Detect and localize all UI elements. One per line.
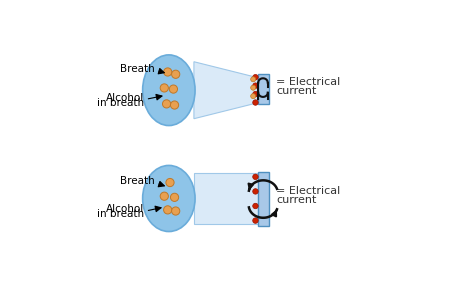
Bar (258, 172, 269, 226)
Circle shape (172, 207, 180, 215)
Circle shape (160, 192, 168, 200)
Circle shape (251, 85, 255, 90)
Circle shape (253, 91, 258, 97)
Circle shape (253, 189, 258, 194)
Polygon shape (194, 173, 258, 224)
Polygon shape (194, 62, 258, 119)
Circle shape (163, 100, 171, 108)
Circle shape (253, 83, 258, 89)
Text: = Electrical: = Electrical (276, 186, 340, 196)
Text: = Electrical: = Electrical (276, 77, 340, 87)
Circle shape (253, 75, 258, 80)
Circle shape (164, 68, 172, 76)
Circle shape (172, 70, 180, 78)
Circle shape (251, 77, 255, 82)
Text: Alcohol: Alcohol (106, 93, 145, 102)
Text: in breath: in breath (97, 98, 145, 108)
Ellipse shape (143, 165, 195, 231)
Text: current: current (276, 86, 316, 96)
Circle shape (164, 206, 172, 214)
Circle shape (169, 85, 177, 93)
Circle shape (166, 178, 174, 187)
Circle shape (253, 174, 258, 180)
Bar (258, 74, 269, 104)
Circle shape (171, 193, 179, 202)
Text: Breath: Breath (120, 176, 155, 186)
Text: Alcohol: Alcohol (106, 204, 145, 214)
Ellipse shape (143, 55, 195, 126)
Circle shape (251, 94, 255, 99)
Text: Breath: Breath (120, 64, 155, 74)
Circle shape (253, 218, 258, 223)
Circle shape (171, 101, 179, 109)
Text: in breath: in breath (97, 210, 145, 219)
Circle shape (253, 100, 258, 105)
Circle shape (253, 203, 258, 209)
Text: current: current (276, 195, 316, 205)
Circle shape (160, 84, 168, 92)
